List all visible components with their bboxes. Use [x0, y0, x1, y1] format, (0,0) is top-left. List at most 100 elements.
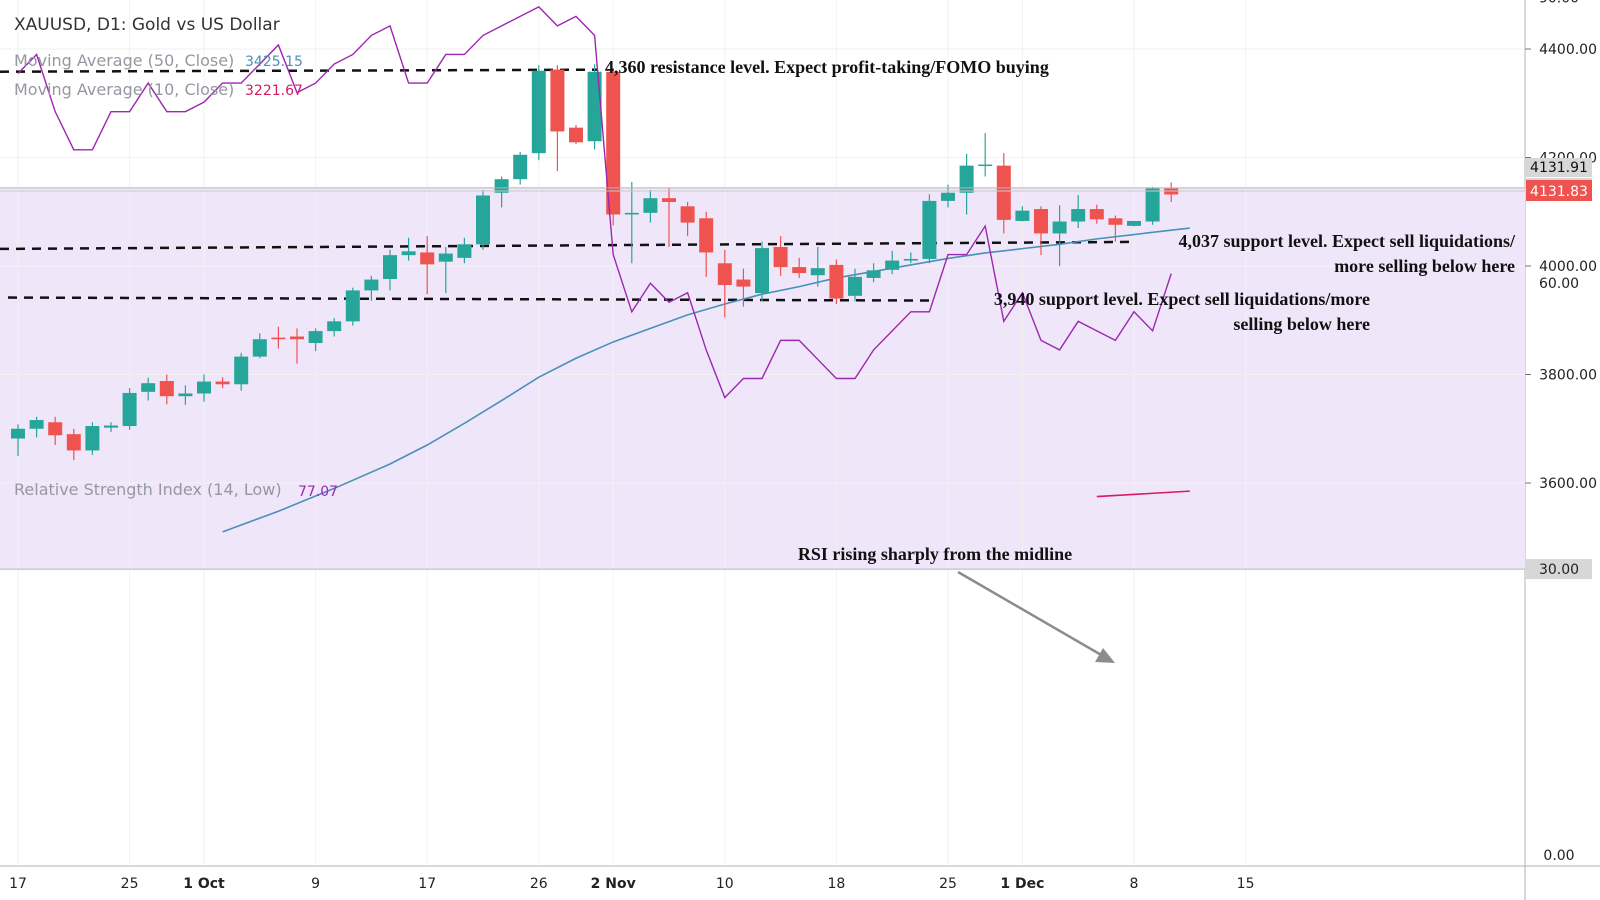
candle [178, 385, 193, 405]
ma10-line [1096, 490, 1190, 498]
ma10-label[interactable]: Moving Average (10, Close) [14, 80, 234, 99]
time-tick-label: 17 [9, 876, 27, 892]
time-tick-label: 18 [827, 876, 845, 892]
candle [85, 422, 100, 455]
candle [234, 352, 249, 391]
candle-body [271, 337, 286, 340]
support1-note-line2: more selling below here [1334, 256, 1515, 276]
candle-body [699, 218, 714, 253]
candle-body [885, 260, 900, 270]
level-lines [0, 68, 1131, 302]
candle-body [717, 263, 732, 285]
candle-body [457, 244, 472, 258]
candle-body [959, 165, 974, 193]
price-tag-last-bg [1526, 180, 1592, 201]
candle [717, 249, 732, 318]
candle [885, 250, 900, 275]
candle [290, 328, 304, 364]
candle-body [420, 252, 435, 265]
candle [1015, 206, 1030, 222]
ma50-value: 3425.15 [245, 54, 303, 70]
candle [699, 211, 714, 277]
rsi-tick-label: 30.00 [1539, 562, 1579, 578]
candle-body [643, 198, 658, 213]
candle [773, 236, 788, 276]
candle-body [829, 264, 844, 299]
candle-body [308, 331, 323, 344]
candle-body [1052, 221, 1067, 234]
candle [494, 176, 509, 208]
price-tag-prev-bg [1526, 158, 1592, 177]
price-tick-label: 3800.00 [1539, 368, 1597, 384]
candle [29, 416, 44, 438]
candle-body [159, 381, 174, 397]
candle [513, 152, 528, 185]
candle-body [1089, 209, 1104, 220]
price-tick-label: 3600.00 [1539, 476, 1597, 492]
candle [736, 268, 751, 307]
candle-body [587, 71, 602, 142]
candle [122, 388, 137, 430]
candle-body [178, 393, 193, 397]
candle [364, 275, 379, 301]
candle-body [848, 276, 862, 296]
candle-body [513, 154, 528, 180]
ma50-label[interactable]: Moving Average (50, Close) [14, 51, 234, 70]
candle-body [866, 270, 881, 278]
candle [401, 237, 416, 261]
candle-body [1127, 220, 1141, 226]
rsi-value: 77.07 [298, 484, 338, 500]
candle [792, 257, 807, 278]
candle [550, 65, 565, 172]
candle [159, 374, 174, 405]
candle-body [48, 422, 63, 436]
time-tick-label: 26 [530, 876, 548, 892]
candle [643, 190, 658, 223]
support2-note-line1: 3,940 support level. Expect sell liquida… [994, 289, 1370, 309]
candle-body [680, 206, 695, 223]
candle-body [66, 434, 81, 451]
candle-body [569, 127, 583, 143]
candle [141, 377, 156, 401]
level-line-resistance [0, 68, 599, 73]
resistance-note: 4,360 resistance level. Expect profit-ta… [605, 57, 1049, 77]
candle-body [810, 268, 825, 276]
candle [271, 326, 286, 349]
candle-body [438, 253, 453, 262]
candle-body [903, 258, 918, 261]
rsi-line [17, 5, 1172, 399]
candle [903, 252, 918, 264]
candle [755, 241, 769, 302]
candle-body [29, 420, 44, 429]
rsi-level-tag [1526, 559, 1592, 580]
candle [252, 333, 267, 359]
candle-body [345, 290, 360, 322]
candle [48, 416, 63, 446]
candle-body [122, 392, 137, 427]
candle [606, 67, 621, 226]
candle [680, 201, 695, 237]
rsi-series [17, 5, 1172, 399]
chart-title: XAUUSD, D1: Gold vs US Dollar [14, 15, 280, 35]
candle-body [11, 428, 25, 439]
candle [66, 428, 81, 461]
candle-body [792, 267, 807, 274]
candle-body [476, 195, 490, 245]
candle [866, 263, 881, 283]
candle [624, 181, 639, 264]
candle [1034, 206, 1048, 256]
rsi-label[interactable]: Relative Strength Index (14, Low) [14, 480, 282, 499]
candle [327, 318, 342, 337]
candle [1127, 220, 1141, 227]
time-tick-label: 8 [1130, 876, 1139, 892]
candle [922, 194, 937, 264]
candle [308, 328, 323, 352]
candle-body [755, 248, 769, 294]
time-axis-ticks: 17 25 1 Oct 9 17 26 2 Nov 10 18 25 1 Dec 8 15 [9, 876, 1254, 892]
candle-body [606, 71, 621, 215]
time-tick-label: 1 Dec [1000, 876, 1044, 892]
candle-body [327, 321, 342, 332]
candle-body [215, 381, 230, 385]
time-tick-label: 9 [311, 876, 320, 892]
